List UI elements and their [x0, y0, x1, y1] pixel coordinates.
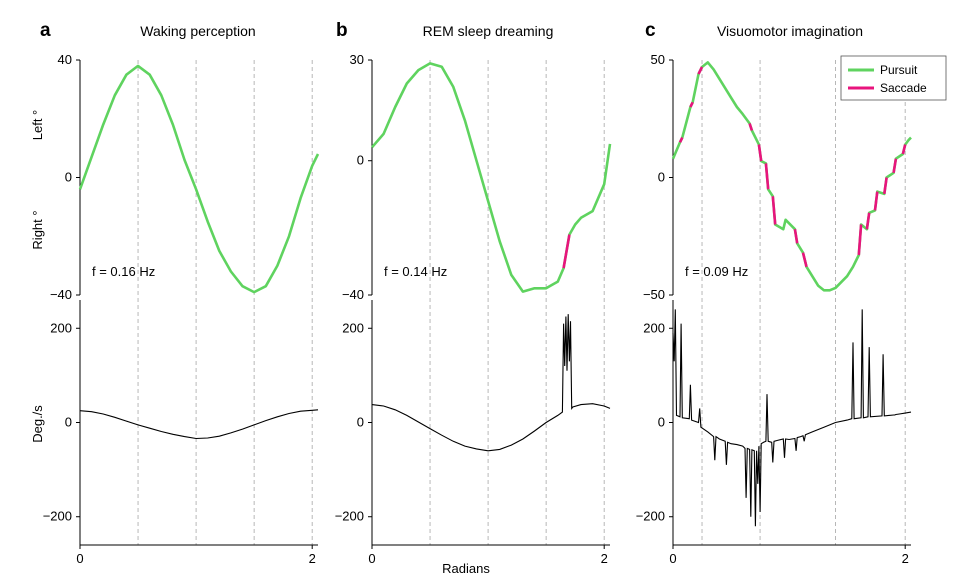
panel-title: Waking perception [140, 23, 255, 39]
y-tick-label: 200 [342, 320, 364, 335]
y-tick-label: 0 [658, 170, 665, 185]
y-tick-label: 0 [357, 153, 364, 168]
y-tick-label: 40 [58, 52, 72, 67]
position-y-label-left: Left ° [30, 110, 45, 141]
x-tick-label: 2 [902, 551, 909, 566]
position-trace-saccade [764, 163, 770, 190]
y-tick-label: 30 [350, 52, 364, 67]
position-trace-saccade [689, 101, 694, 108]
position-trace-saccade [883, 177, 888, 195]
y-tick-label: −200 [43, 509, 72, 524]
velocity-trace [672, 309, 912, 527]
velocity-trace [79, 409, 319, 440]
velocity-trace [371, 314, 611, 452]
y-tick-label: −40 [50, 287, 72, 302]
y-tick-label: −50 [643, 287, 665, 302]
x-axis-label: Radians [442, 561, 490, 576]
x-tick-label: 0 [368, 551, 375, 566]
position-y-label-right: Right ° [30, 210, 45, 249]
y-tick-label: 200 [50, 320, 72, 335]
position-trace-saccade [562, 234, 571, 269]
panel-letter: a [40, 20, 51, 41]
y-tick-label: −40 [342, 287, 364, 302]
y-tick-label: 0 [65, 415, 72, 430]
legend-box [840, 55, 947, 101]
position-trace-saccade [757, 144, 763, 162]
position-trace-saccade [873, 191, 879, 211]
y-tick-label: 50 [651, 52, 665, 67]
panel-letter: b [336, 20, 348, 41]
y-tick-label: 0 [357, 415, 364, 430]
x-tick-label: 0 [669, 551, 676, 566]
position-trace-saccade [771, 196, 777, 225]
position-trace-saccade [678, 137, 684, 143]
y-tick-label: 200 [643, 320, 665, 335]
y-tick-label: −200 [636, 509, 665, 524]
x-tick-label: 2 [309, 551, 316, 566]
position-trace-pursuit [78, 64, 320, 294]
position-trace-saccade [865, 212, 871, 230]
position-trace-saccade [697, 66, 704, 75]
position-trace-saccade [892, 158, 898, 174]
panel-title: REM sleep dreaming [423, 23, 554, 39]
x-tick-label: 0 [76, 551, 83, 566]
position-trace-pursuit [371, 62, 612, 293]
panel-title: Visuomotor imagination [717, 23, 863, 39]
frequency-label: f = 0.09 Hz [685, 264, 748, 279]
y-tick-label: 0 [65, 170, 72, 185]
panel-letter: c [645, 20, 656, 41]
position-trace-saccade [748, 123, 754, 131]
frequency-label: f = 0.14 Hz [384, 264, 447, 279]
position-trace-saccade [801, 252, 808, 268]
y-tick-label: 0 [658, 415, 665, 430]
position-trace-saccade [901, 144, 907, 155]
velocity-y-label: Deg./s [30, 405, 45, 443]
y-tick-label: −200 [335, 509, 364, 524]
position-trace-saccade [793, 228, 799, 244]
x-tick-label: 2 [601, 551, 608, 566]
position-trace-saccade [857, 224, 863, 256]
frequency-label: f = 0.16 Hz [92, 264, 155, 279]
legend-label-saccade: Saccade [880, 81, 927, 95]
legend-label-pursuit: Pursuit [880, 63, 918, 77]
